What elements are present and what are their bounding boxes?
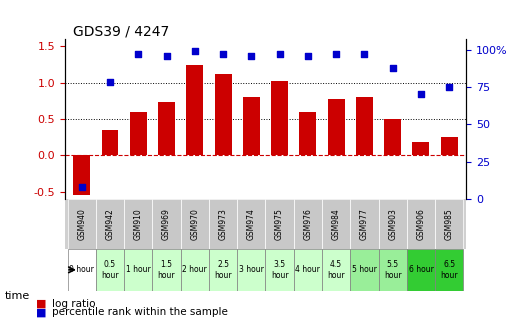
Point xyxy=(276,52,284,57)
Text: GSM976: GSM976 xyxy=(304,208,312,240)
Text: GSM903: GSM903 xyxy=(388,208,397,240)
Text: 1.5
hour: 1.5 hour xyxy=(157,260,175,280)
Bar xyxy=(407,199,435,249)
Bar xyxy=(96,199,124,249)
Text: GSM910: GSM910 xyxy=(134,208,143,240)
Bar xyxy=(124,199,152,249)
Point xyxy=(361,52,369,57)
Bar xyxy=(435,249,464,291)
Point xyxy=(417,92,425,97)
Bar xyxy=(350,199,379,249)
Text: 3.5
hour: 3.5 hour xyxy=(271,260,289,280)
Text: GDS39 / 4247: GDS39 / 4247 xyxy=(73,24,169,38)
Text: GSM975: GSM975 xyxy=(275,208,284,240)
Point xyxy=(219,52,227,57)
Bar xyxy=(96,249,124,291)
Bar xyxy=(322,249,350,291)
Text: 0 hour: 0 hour xyxy=(69,265,94,274)
Point xyxy=(134,52,142,57)
Bar xyxy=(158,102,175,155)
Text: 4 hour: 4 hour xyxy=(295,265,320,274)
Bar xyxy=(186,65,203,155)
Bar xyxy=(356,97,373,155)
Text: ■: ■ xyxy=(36,307,47,317)
Bar xyxy=(266,249,294,291)
Text: 0.5
hour: 0.5 hour xyxy=(101,260,119,280)
Bar xyxy=(379,199,407,249)
Text: GSM970: GSM970 xyxy=(190,208,199,240)
Bar xyxy=(214,74,232,155)
Text: 5 hour: 5 hour xyxy=(352,265,377,274)
Text: 6.5
hour: 6.5 hour xyxy=(440,260,458,280)
Text: GSM985: GSM985 xyxy=(445,208,454,240)
Bar xyxy=(237,249,266,291)
Bar xyxy=(322,199,350,249)
Bar xyxy=(181,249,209,291)
Bar xyxy=(130,112,147,155)
Text: GSM906: GSM906 xyxy=(416,208,425,240)
Point xyxy=(332,52,340,57)
Text: 4.5
hour: 4.5 hour xyxy=(327,260,345,280)
Point xyxy=(78,184,86,189)
Bar xyxy=(294,249,322,291)
Bar xyxy=(152,249,181,291)
Bar xyxy=(237,199,266,249)
Bar xyxy=(102,130,119,155)
Bar xyxy=(407,249,435,291)
Point xyxy=(106,80,114,85)
Text: GSM973: GSM973 xyxy=(219,208,227,240)
Bar xyxy=(271,80,288,155)
Text: 3 hour: 3 hour xyxy=(239,265,264,274)
Point xyxy=(445,84,453,90)
Bar xyxy=(152,199,181,249)
Bar xyxy=(73,155,90,195)
Text: 2 hour: 2 hour xyxy=(182,265,207,274)
Text: GSM974: GSM974 xyxy=(247,208,256,240)
Bar xyxy=(435,199,464,249)
Bar xyxy=(67,249,96,291)
Text: percentile rank within the sample: percentile rank within the sample xyxy=(52,307,228,317)
Text: GSM942: GSM942 xyxy=(106,208,114,240)
Text: time: time xyxy=(5,291,31,301)
Bar xyxy=(328,99,344,155)
Bar xyxy=(209,249,237,291)
Bar xyxy=(181,199,209,249)
Text: 6 hour: 6 hour xyxy=(409,265,434,274)
Bar xyxy=(124,249,152,291)
Bar xyxy=(379,249,407,291)
Point xyxy=(304,53,312,58)
Bar xyxy=(209,199,237,249)
Bar xyxy=(412,142,429,155)
Text: 1 hour: 1 hour xyxy=(126,265,151,274)
Bar xyxy=(350,249,379,291)
Point xyxy=(191,48,199,54)
Bar xyxy=(441,137,458,155)
Bar xyxy=(384,119,401,155)
Text: 2.5
hour: 2.5 hour xyxy=(214,260,232,280)
Text: GSM984: GSM984 xyxy=(332,208,341,240)
Point xyxy=(162,53,170,58)
Text: 5.5
hour: 5.5 hour xyxy=(384,260,401,280)
Text: ■: ■ xyxy=(36,299,47,309)
Text: GSM977: GSM977 xyxy=(360,208,369,240)
Bar xyxy=(294,199,322,249)
Text: log ratio: log ratio xyxy=(52,299,95,309)
Point xyxy=(247,53,255,58)
Bar xyxy=(243,97,260,155)
Bar xyxy=(67,199,96,249)
Text: GSM969: GSM969 xyxy=(162,208,171,240)
Point xyxy=(388,65,397,70)
Bar xyxy=(299,112,316,155)
Bar xyxy=(266,199,294,249)
Text: GSM940: GSM940 xyxy=(77,208,86,240)
